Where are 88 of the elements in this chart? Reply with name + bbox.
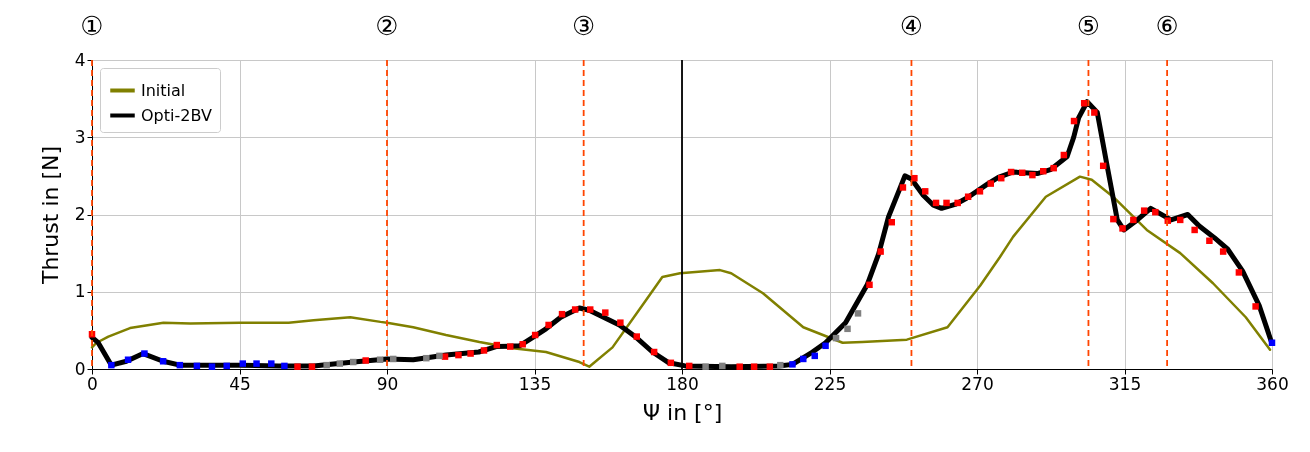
point (1252, 303, 1259, 310)
point (108, 361, 115, 369)
point (253, 360, 260, 367)
y-tick-label: 0 (74, 358, 86, 379)
point (964, 193, 972, 200)
point (141, 350, 148, 357)
point (702, 363, 709, 370)
point (854, 310, 862, 317)
point (1029, 171, 1036, 179)
point (1091, 109, 1098, 116)
point (911, 174, 918, 182)
point (602, 309, 609, 316)
point (736, 363, 743, 370)
x-tick-label: 180 (666, 373, 699, 394)
point (519, 341, 526, 348)
point (1152, 208, 1159, 216)
point (1119, 225, 1126, 232)
point (545, 321, 552, 329)
point (159, 358, 167, 365)
ref-line-label: ③ (572, 11, 596, 41)
y-axis-title: Thrust in [N] (37, 145, 63, 286)
y-tick-label: 2 (74, 204, 86, 224)
point (467, 350, 474, 357)
point (124, 356, 132, 363)
point (336, 360, 344, 367)
point (633, 333, 641, 340)
point (1268, 339, 1276, 346)
point (844, 325, 851, 333)
point (362, 357, 369, 364)
point (507, 343, 514, 350)
x-tick-label: 360 (1256, 373, 1289, 394)
ref-line-label: ⑥ (1155, 11, 1179, 41)
point (281, 362, 288, 370)
point (208, 363, 216, 370)
legend-label: Opti-2BV (141, 105, 212, 125)
point (294, 363, 301, 370)
point (617, 319, 624, 326)
x-tick-label: 90 (376, 373, 399, 394)
point (866, 281, 873, 289)
point (1235, 269, 1243, 276)
point (1219, 248, 1227, 255)
point (1206, 237, 1213, 245)
point (899, 184, 907, 191)
point (223, 362, 230, 370)
ref-line-label: ④ (899, 11, 924, 41)
point (239, 360, 247, 367)
point (822, 342, 829, 350)
x-axis-title: Ψ in [°] (642, 399, 723, 425)
point (436, 352, 443, 360)
point (800, 355, 807, 363)
y-tick-label: 3 (74, 126, 86, 147)
point (1080, 100, 1088, 107)
ref-line-label: ⑤ (1076, 11, 1101, 41)
x-tick-label: 225 (813, 373, 847, 394)
point (766, 363, 774, 370)
x-tick-label: 45 (229, 373, 251, 394)
point (921, 188, 929, 195)
point (976, 188, 984, 195)
point (750, 363, 758, 370)
point (987, 180, 995, 187)
point (376, 356, 384, 363)
ref-line-label: ① (80, 11, 104, 41)
point (323, 361, 330, 369)
point (1140, 207, 1148, 214)
ref-line-label: ② (375, 11, 399, 41)
legend-label: Initial (141, 80, 186, 100)
point (268, 360, 275, 367)
point (1130, 216, 1137, 224)
point (1110, 215, 1117, 223)
point (719, 362, 726, 370)
x-tick-label: 315 (1108, 373, 1142, 394)
y-tick-label: 1 (74, 281, 86, 302)
point (455, 351, 462, 359)
point (943, 199, 950, 207)
point (1191, 226, 1198, 234)
point (480, 347, 488, 354)
point (954, 199, 961, 207)
point (586, 306, 594, 313)
point (423, 354, 430, 362)
point (308, 363, 316, 370)
point (789, 361, 796, 368)
point (777, 361, 784, 369)
x-tick-label: 270 (961, 373, 994, 394)
point (1050, 164, 1057, 172)
x-tick-label: 135 (518, 373, 552, 394)
y-tick-label: 4 (74, 49, 86, 70)
point (571, 306, 579, 313)
point (877, 248, 884, 255)
